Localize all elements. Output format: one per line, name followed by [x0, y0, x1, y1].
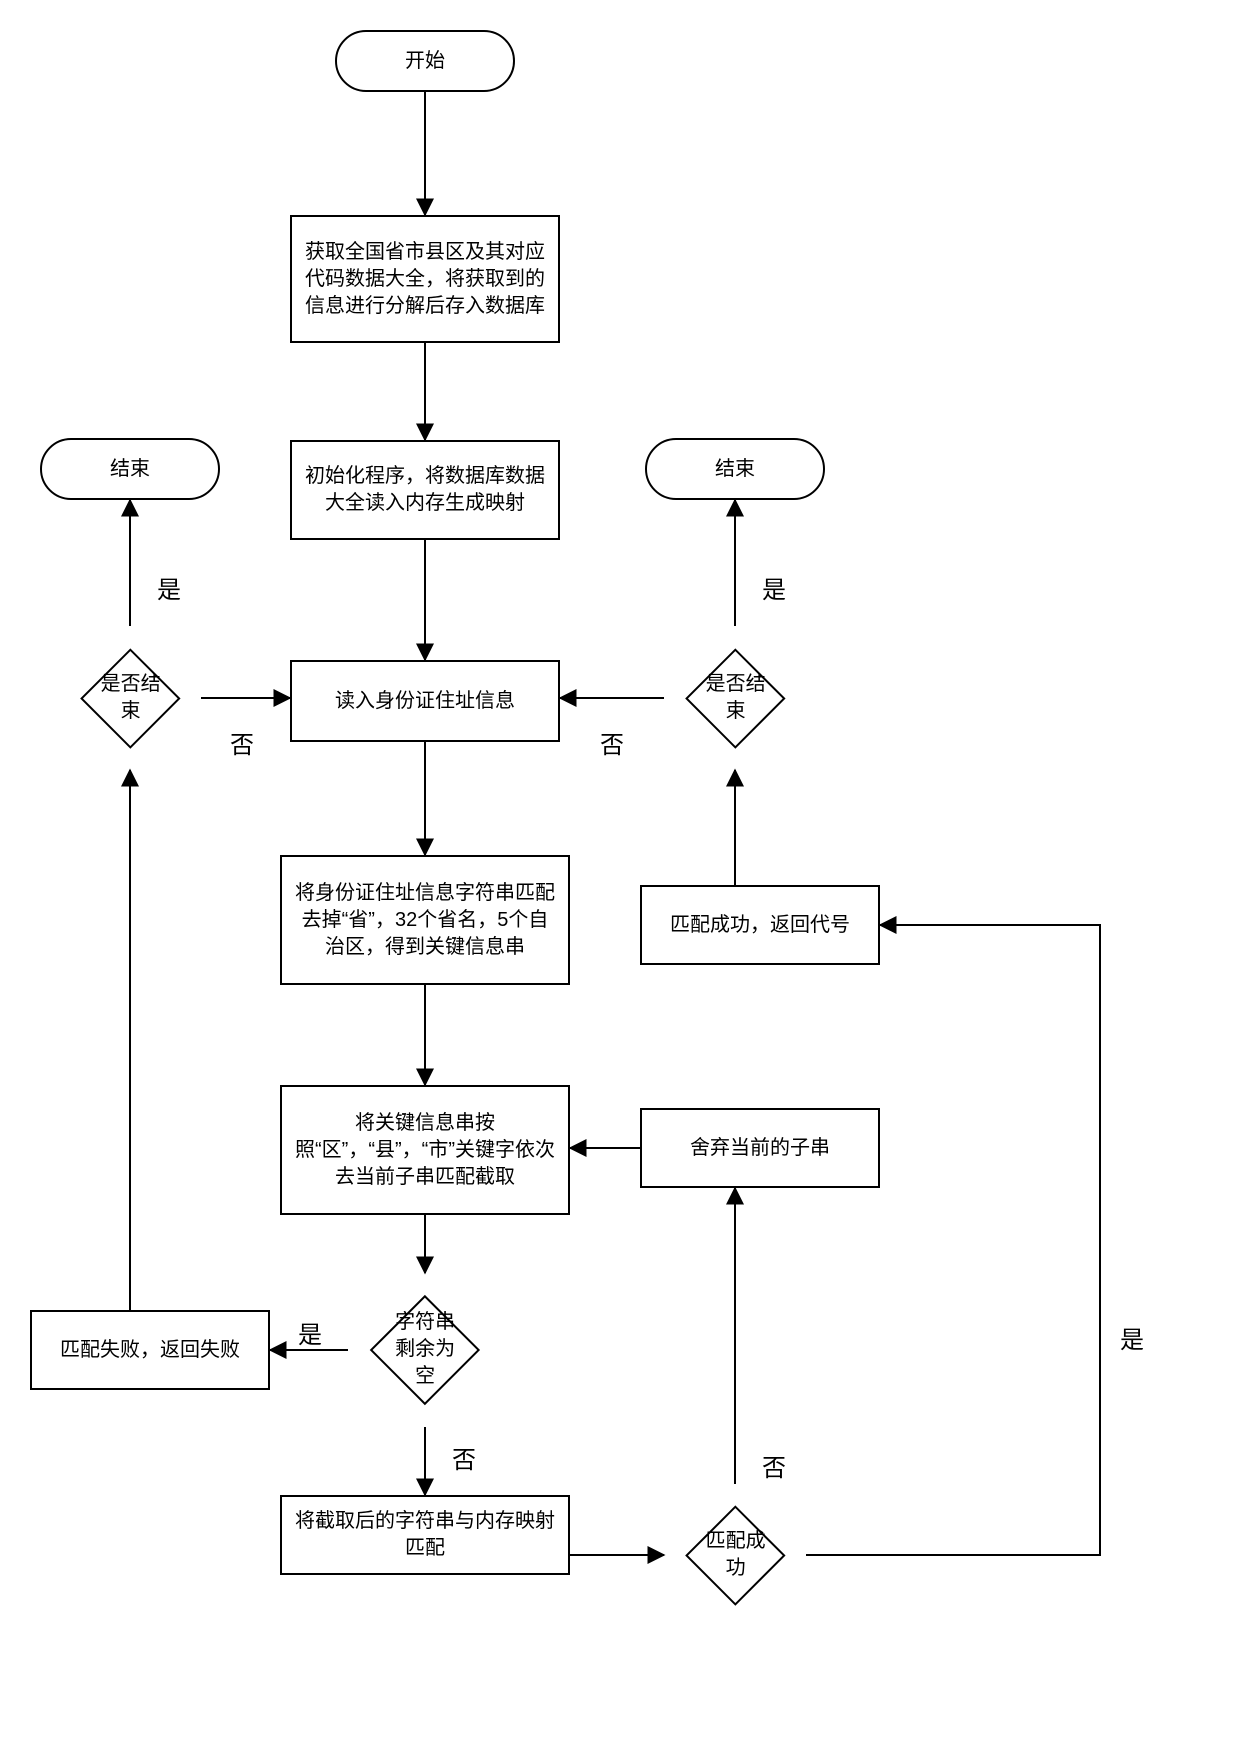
node-dec_empty: 字符串剩余为空 — [370, 1295, 480, 1405]
node-proc1: 获取全国省市县区及其对应代码数据大全，将获取到的信息进行分解后存入数据库 — [290, 215, 560, 343]
node-label-proc5: 将关键信息串按照“区”，“县”，“市”关键字依次去当前子串匹配截取 — [292, 1110, 558, 1191]
node-start: 开始 — [335, 30, 515, 92]
node-label-proc_fail: 匹配失败，返回失败 — [60, 1337, 240, 1364]
node-proc5: 将关键信息串按照“区”，“县”，“市”关键字依次去当前子串匹配截取 — [280, 1085, 570, 1215]
node-proc_success: 匹配成功，返回代号 — [640, 885, 880, 965]
node-proc4: 将身份证住址信息字符串匹配去掉“省”，32个省名，5个自治区，得到关键信息串 — [280, 855, 570, 985]
edge-label-dec_end_r-proc3: 否 — [600, 725, 624, 760]
node-label-dec_end_r: 是否结束 — [702, 671, 769, 725]
flowchart-edges — [0, 0, 1240, 1743]
node-proc3: 读入身份证住址信息 — [290, 660, 560, 742]
node-proc6: 将截取后的字符串与内存映射匹配 — [280, 1495, 570, 1575]
edge-dec_match-to-proc_success — [806, 925, 1100, 1555]
node-label-proc6: 将截取后的字符串与内存映射匹配 — [292, 1508, 558, 1562]
edge-label-dec_match-proc_discard: 否 — [762, 1448, 786, 1483]
node-label-dec_empty: 字符串剩余为空 — [388, 1309, 462, 1390]
node-label-proc_discard: 舍弃当前的子串 — [690, 1135, 830, 1162]
node-label-proc3: 读入身份证住址信息 — [335, 688, 515, 715]
node-label-proc4: 将身份证住址信息字符串匹配去掉“省”，32个省名，5个自治区，得到关键信息串 — [292, 880, 558, 961]
flowchart-canvas: 开始获取全国省市县区及其对应代码数据大全，将获取到的信息进行分解后存入数据库初始… — [0, 0, 1240, 1743]
edge-label-dec_end_r-end_r: 是 — [762, 570, 786, 605]
node-label-proc_success: 匹配成功，返回代号 — [670, 912, 850, 939]
node-label-proc1: 获取全国省市县区及其对应代码数据大全，将获取到的信息进行分解后存入数据库 — [302, 239, 548, 320]
edge-label-dec_empty-proc_fail: 是 — [298, 1315, 322, 1350]
node-label-end_r: 结束 — [715, 456, 755, 483]
node-dec_end_r: 是否结束 — [685, 648, 785, 748]
node-label-dec_match: 匹配成功 — [702, 1528, 769, 1582]
node-end_r: 结束 — [645, 438, 825, 500]
edge-label-dec_end_l-end_l: 是 — [157, 570, 181, 605]
node-proc_fail: 匹配失败，返回失败 — [30, 1310, 270, 1390]
node-label-start: 开始 — [405, 48, 445, 75]
node-proc_discard: 舍弃当前的子串 — [640, 1108, 880, 1188]
node-label-dec_end_l: 是否结束 — [97, 671, 164, 725]
node-end_l: 结束 — [40, 438, 220, 500]
edge-label-dec_end_l-proc3: 否 — [230, 725, 254, 760]
edge-label-dec_match-proc_success: 是 — [1120, 1320, 1144, 1355]
node-proc2: 初始化程序，将数据库数据大全读入内存生成映射 — [290, 440, 560, 540]
node-label-proc2: 初始化程序，将数据库数据大全读入内存生成映射 — [302, 463, 548, 517]
node-dec_match: 匹配成功 — [685, 1505, 785, 1605]
node-label-end_l: 结束 — [110, 456, 150, 483]
node-dec_end_l: 是否结束 — [80, 648, 180, 748]
edge-label-dec_empty-proc6: 否 — [452, 1440, 476, 1475]
